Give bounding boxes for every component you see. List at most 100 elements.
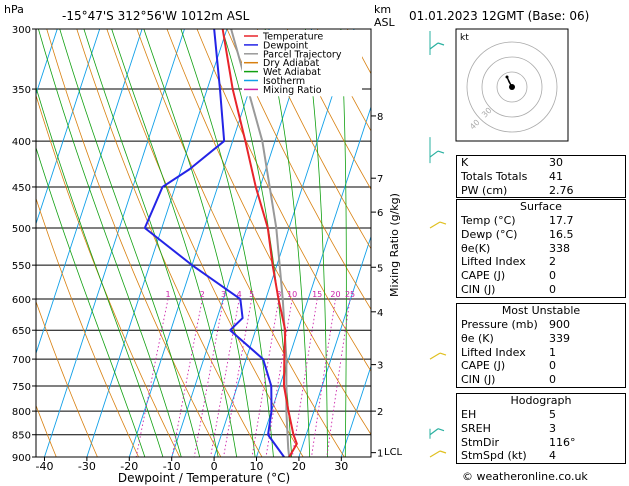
wet-adiabat-line	[264, 29, 311, 457]
most-unstable-row: Lifted Index 1	[461, 345, 556, 359]
most-unstable-row: CAPE (J) 0	[461, 359, 556, 373]
wet-adiabat-line	[143, 29, 256, 457]
mixing-ratio-label: 2	[200, 290, 205, 299]
mixing-ratio-line	[135, 298, 169, 457]
wind-barb-flag	[437, 428, 445, 432]
hodograph: kt 40 30	[455, 28, 569, 142]
mixing-ratio-line	[223, 298, 253, 457]
temperature-tick-label: 30	[334, 460, 348, 473]
index-row-pw: PW (cm) 2.76	[461, 183, 574, 197]
dry-adiabat-line	[106, 29, 304, 457]
datetime-title: 01.01.2023 12GMT (Base: 06)	[409, 9, 589, 23]
wind-barb	[429, 428, 439, 436]
location-title: -15°47'S 312°56'W 1012m ASL	[62, 9, 250, 23]
mixing-ratio-label: 4	[237, 290, 242, 299]
wind-barb-flag	[439, 450, 447, 454]
mixing-ratio-label: 5	[249, 290, 254, 299]
hodograph-center	[509, 84, 515, 90]
mixing-ratio-line	[193, 298, 225, 457]
asl-label: ASL	[374, 16, 396, 29]
pressure-tick-label: 600	[12, 295, 31, 306]
pressure-tick-label: 700	[12, 355, 31, 366]
dry-adiabat-line	[226, 29, 371, 311]
pressure-tick-label: 500	[12, 224, 31, 235]
most-unstable-row: CIN (J) 0	[461, 373, 556, 387]
mixing-ratio-line	[210, 298, 240, 457]
isotherm-line	[44, 29, 185, 457]
wet-adiabat-line	[59, 29, 201, 457]
hodograph-title: Hodograph	[510, 394, 572, 407]
legend-box	[242, 30, 362, 97]
temperature-tick-label: -20	[120, 460, 138, 473]
wind-barb	[429, 450, 441, 458]
isotherm-line	[36, 29, 101, 226]
temperature-tick-label: 20	[292, 460, 306, 473]
indices-hodograph-table: Hodograph EH 5 SREH 3 StmDir 116° StmSpd (k…	[456, 393, 626, 465]
dry-adiabat-line	[166, 29, 371, 436]
wind-barb	[429, 150, 439, 158]
wind-barb	[429, 352, 441, 360]
wet-adiabat-line	[304, 29, 328, 457]
legend-label: Parcel Trajectory	[263, 49, 342, 60]
dewpoint-line	[143, 29, 285, 457]
temperature-tick-label: -30	[78, 460, 96, 473]
index-row-totals: Totals Totals 41	[461, 169, 563, 183]
km-tick-label: 6	[377, 208, 383, 219]
wind-barb-flag	[437, 150, 445, 154]
dry-adiabat-line	[286, 29, 371, 191]
plot-frame	[35, 28, 372, 458]
pressure-tick-label: 350	[12, 85, 31, 96]
pressure-tick-label: 550	[12, 261, 31, 272]
hodograph-point	[505, 75, 509, 79]
x-axis-label: Dewpoint / Temperature (°C)	[118, 471, 290, 485]
mixing-ratio-label: 15	[312, 290, 322, 299]
dry-adiabat-line	[36, 404, 57, 457]
hodograph-row: SREH 3	[461, 421, 556, 435]
temperature-tick-label: 10	[250, 460, 264, 473]
pressure-tick-label: 900	[12, 453, 31, 464]
pressure-tick-label: 650	[12, 326, 31, 337]
mixing-ratio-label: 8	[276, 290, 281, 299]
wet-adiabat-line	[36, 85, 164, 457]
dry-adiabat-line	[46, 29, 222, 457]
mixing-ratio-label: 25	[345, 290, 355, 299]
wind-barb-flag	[439, 352, 447, 356]
pressure-tick-label: 300	[12, 25, 31, 36]
most-unstable-row: θe (K) 339	[461, 331, 570, 345]
legend-label: Isotherm	[263, 76, 305, 87]
surface-row: Temp (°C) 17.7	[461, 214, 574, 227]
pressure-tick-label: 800	[12, 407, 31, 418]
dry-adiabat-line	[36, 94, 181, 457]
index-row-k: K 30	[461, 156, 563, 169]
wet-adiabat-line	[111, 29, 238, 457]
km-tick-label: 4	[377, 308, 383, 319]
isotherm-line	[86, 29, 228, 457]
km-label: km	[374, 3, 391, 16]
mixing-ratio-label: 20	[330, 290, 340, 299]
dry-adiabat-line	[36, 197, 139, 457]
dry-adiabat-line	[36, 300, 98, 457]
hodograph-kt-label: kt	[460, 33, 469, 43]
wind-barb-flag	[437, 42, 445, 46]
isotherm-line	[128, 29, 270, 457]
surface-row: Dewp (°C) 16.5	[461, 227, 574, 241]
wet-adiabat-line	[83, 29, 219, 457]
wind-barb	[429, 42, 439, 50]
wet-adiabat-line	[180, 29, 274, 457]
temperature-tick-label: -10	[163, 460, 181, 473]
mixing-ratio-line	[311, 298, 336, 457]
surface-row: CIN (J) 0	[461, 282, 556, 296]
wind-barb-flag	[439, 221, 447, 225]
mixing-ratio-axis-label: Mixing Ratio (g/kg)	[388, 193, 401, 297]
surface-row: CAPE (J) 0	[461, 269, 556, 283]
dry-adiabat-line	[136, 29, 345, 457]
indices-top-table: K 30 Totals Totals 41 PW (cm) 2.76	[456, 155, 626, 199]
isotherm-line	[213, 29, 355, 457]
dry-adiabat-line	[76, 29, 263, 457]
wet-adiabat-line	[38, 29, 182, 457]
mixing-ratio-line	[326, 298, 351, 457]
km-tick-label: 2	[377, 407, 383, 418]
temperature-line	[221, 29, 298, 457]
km-tick-label: 3	[377, 361, 383, 372]
